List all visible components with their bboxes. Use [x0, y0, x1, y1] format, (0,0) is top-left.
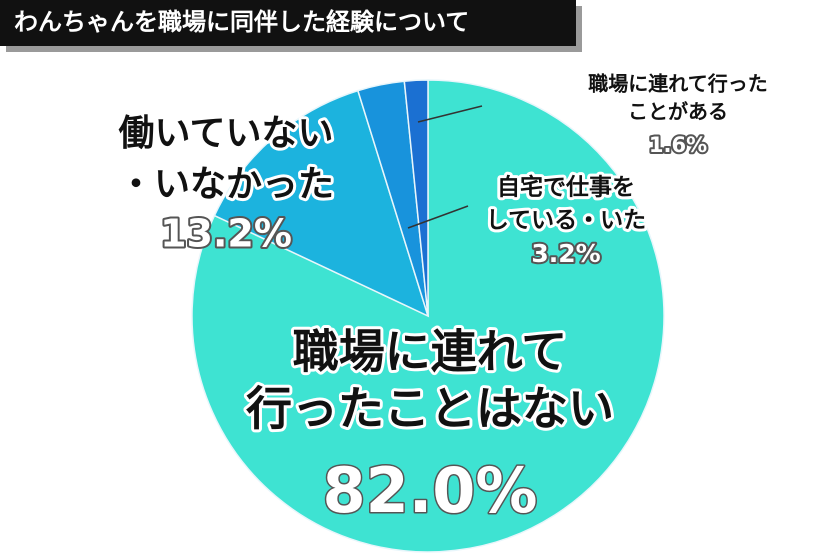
leader-line: [407, 205, 469, 229]
slice-label: ・いなかった: [118, 164, 334, 205]
pie-slice: [213, 89, 430, 318]
value-label: 1.6%: [649, 133, 707, 157]
title-box: [0, 0, 576, 46]
pie: [191, 79, 665, 553]
slice-label: 職場に連れて: [293, 325, 568, 379]
slice-label: 職場に連れて行った: [588, 72, 767, 96]
value-label: 3.2%: [531, 239, 600, 268]
slice-label: 働いていない: [119, 113, 334, 154]
slice-label: している・いた: [486, 208, 646, 234]
slice-label: 行ったことはない: [246, 382, 614, 436]
leader-line: [417, 105, 483, 123]
slice-label: ことがある: [628, 100, 728, 124]
value-label: 13.2%: [160, 212, 292, 256]
chart-title: わんちゃんを職場に同伴した経験について: [14, 8, 469, 36]
slice-label: 自宅で仕事を: [497, 174, 635, 201]
value-label: 82.0%: [322, 454, 537, 527]
pie-slice: [403, 79, 429, 317]
